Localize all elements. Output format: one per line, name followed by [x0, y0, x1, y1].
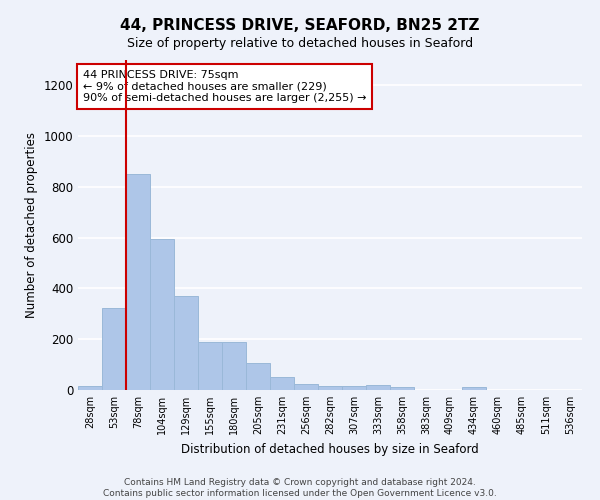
Text: Contains HM Land Registry data © Crown copyright and database right 2024.
Contai: Contains HM Land Registry data © Crown c…: [103, 478, 497, 498]
X-axis label: Distribution of detached houses by size in Seaford: Distribution of detached houses by size …: [181, 442, 479, 456]
Bar: [294, 384, 318, 390]
Y-axis label: Number of detached properties: Number of detached properties: [25, 132, 38, 318]
Bar: [102, 308, 126, 390]
Text: 44 PRINCESS DRIVE: 75sqm
← 9% of detached houses are smaller (229)
90% of semi-d: 44 PRINCESS DRIVE: 75sqm ← 9% of detache…: [83, 70, 367, 103]
Bar: [150, 239, 174, 390]
Bar: [174, 296, 198, 390]
Bar: [318, 386, 342, 390]
Bar: [366, 385, 390, 390]
Bar: [126, 174, 150, 390]
Bar: [390, 388, 414, 390]
Bar: [198, 342, 222, 390]
Text: 44, PRINCESS DRIVE, SEAFORD, BN25 2TZ: 44, PRINCESS DRIVE, SEAFORD, BN25 2TZ: [120, 18, 480, 32]
Bar: [78, 386, 102, 390]
Text: Size of property relative to detached houses in Seaford: Size of property relative to detached ho…: [127, 38, 473, 51]
Bar: [270, 378, 294, 390]
Bar: [222, 342, 246, 390]
Bar: [342, 386, 366, 390]
Bar: [462, 388, 486, 390]
Bar: [246, 364, 270, 390]
